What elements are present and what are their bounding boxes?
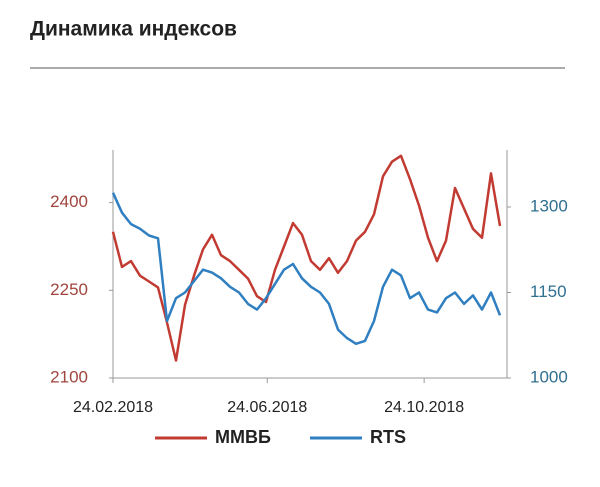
y2-tick-label: 1000: [530, 367, 568, 386]
chart-title: Динамика индексов: [30, 18, 237, 41]
series-line: [111, 154, 502, 362]
x-tick-label: 24.06.2018: [227, 399, 307, 416]
x-tick-label: 24.02.2018: [73, 399, 153, 416]
y-tick-label: 2100: [50, 367, 88, 386]
legend-label: RTS: [370, 427, 406, 447]
y2-tick-label: 1300: [530, 196, 568, 215]
x-tick-label: 24.10.2018: [384, 399, 464, 416]
y-tick-label: 2400: [50, 192, 88, 211]
y-tick-label: 2250: [50, 280, 88, 299]
y2-tick-label: 1150: [530, 282, 567, 301]
series-line: [111, 192, 502, 346]
legend-label: ММВБ: [215, 427, 271, 447]
